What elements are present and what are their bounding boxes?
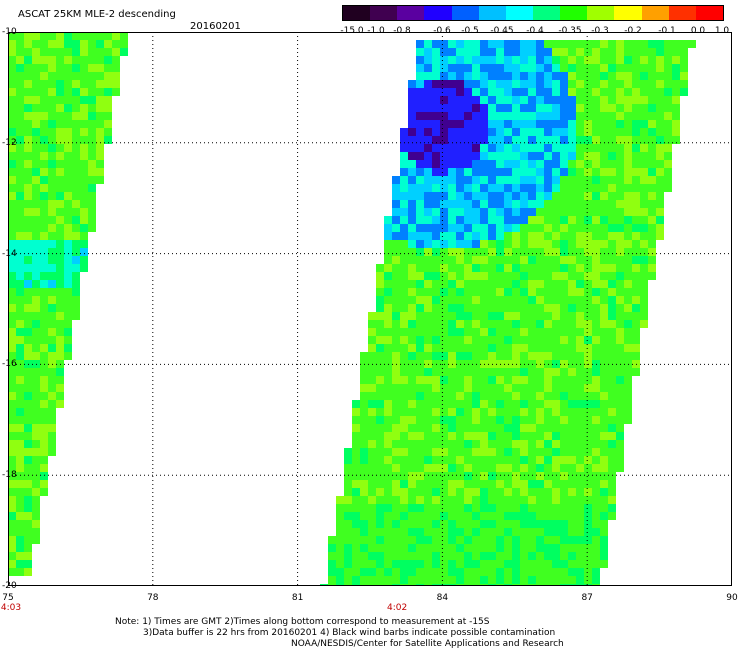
lon-tick-label: 90 bbox=[726, 593, 738, 603]
color-swatch-2 bbox=[397, 6, 425, 20]
lat-tick-label: -12 bbox=[2, 137, 17, 148]
color-swatch-13 bbox=[695, 6, 723, 20]
map-title: ASCAT 25KM MLE-2 descending bbox=[18, 9, 176, 20]
color-swatch-9 bbox=[587, 6, 615, 20]
lon-tick-label: 87 bbox=[581, 593, 593, 603]
note-line-3: NOAA/NESDIS/Center for Satellite Applica… bbox=[291, 639, 564, 649]
lat-tick-label: -10 bbox=[2, 27, 17, 37]
color-scale-labels: -15.0 -1.0 -0.8 -0.6 -0.5 -0.45 -0.4 -0.35 -0.3 -… bbox=[330, 26, 730, 38]
map-frame bbox=[8, 32, 732, 586]
color-scale-label: 0.0 bbox=[690, 26, 706, 36]
color-scale-label: -0.45 bbox=[490, 26, 514, 36]
color-scale-label: -0.1 bbox=[658, 26, 676, 36]
color-scale-label: -0.5 bbox=[461, 26, 479, 36]
color-scale-label: -0.8 bbox=[393, 26, 411, 36]
color-swatch-11 bbox=[641, 6, 669, 20]
note-line-1: Note: 1) Times are GMT 2)Times along bot… bbox=[115, 617, 490, 627]
color-scale-label: 1.0 bbox=[714, 26, 730, 36]
color-scale-label: -0.35 bbox=[558, 26, 582, 36]
color-swatch-6 bbox=[505, 6, 533, 20]
lat-tick-label: -16 bbox=[2, 359, 17, 370]
color-swatch-10 bbox=[614, 6, 642, 20]
color-scale-label: -0.3 bbox=[591, 26, 609, 36]
lat-tick-label: -20 bbox=[2, 581, 17, 591]
lat-lon-grid bbox=[8, 32, 732, 586]
lon-tick-label: 81 bbox=[291, 593, 304, 603]
color-swatch-5 bbox=[478, 6, 506, 20]
lat-tick-label: -14 bbox=[2, 248, 17, 259]
lon-tick-label: 84 bbox=[436, 593, 449, 603]
lon-tick-label: 78 bbox=[147, 593, 159, 603]
pass-time-label: 4:03 bbox=[0, 603, 22, 613]
color-swatch-12 bbox=[668, 6, 696, 20]
swath-map bbox=[8, 32, 732, 586]
note-line-2: 3)Data buffer is 22 hrs from 20160201 4)… bbox=[143, 628, 556, 638]
color-swatch-0 bbox=[343, 6, 371, 20]
color-swatch-4 bbox=[451, 6, 479, 20]
color-scale-label: -1.0 bbox=[367, 26, 385, 36]
color-swatch-7 bbox=[532, 6, 561, 20]
lat-tick-label: -18 bbox=[2, 470, 17, 481]
color-scale-label: -0.6 bbox=[433, 26, 451, 36]
color-scale-label: -0.2 bbox=[624, 26, 642, 36]
color-scale-label: -15.0 bbox=[340, 26, 364, 36]
color-swatch-3 bbox=[424, 6, 452, 20]
color-scale-label: -0.4 bbox=[526, 26, 544, 36]
color-scale-bar bbox=[342, 5, 724, 21]
map-date: 20160201 bbox=[190, 21, 241, 32]
scatterometer-swaths bbox=[8, 32, 696, 586]
lon-tick-label: 75 bbox=[2, 593, 14, 603]
color-swatch-8 bbox=[560, 6, 588, 20]
pass-time-label: 4:02 bbox=[387, 603, 408, 613]
color-swatch-1 bbox=[370, 6, 398, 20]
